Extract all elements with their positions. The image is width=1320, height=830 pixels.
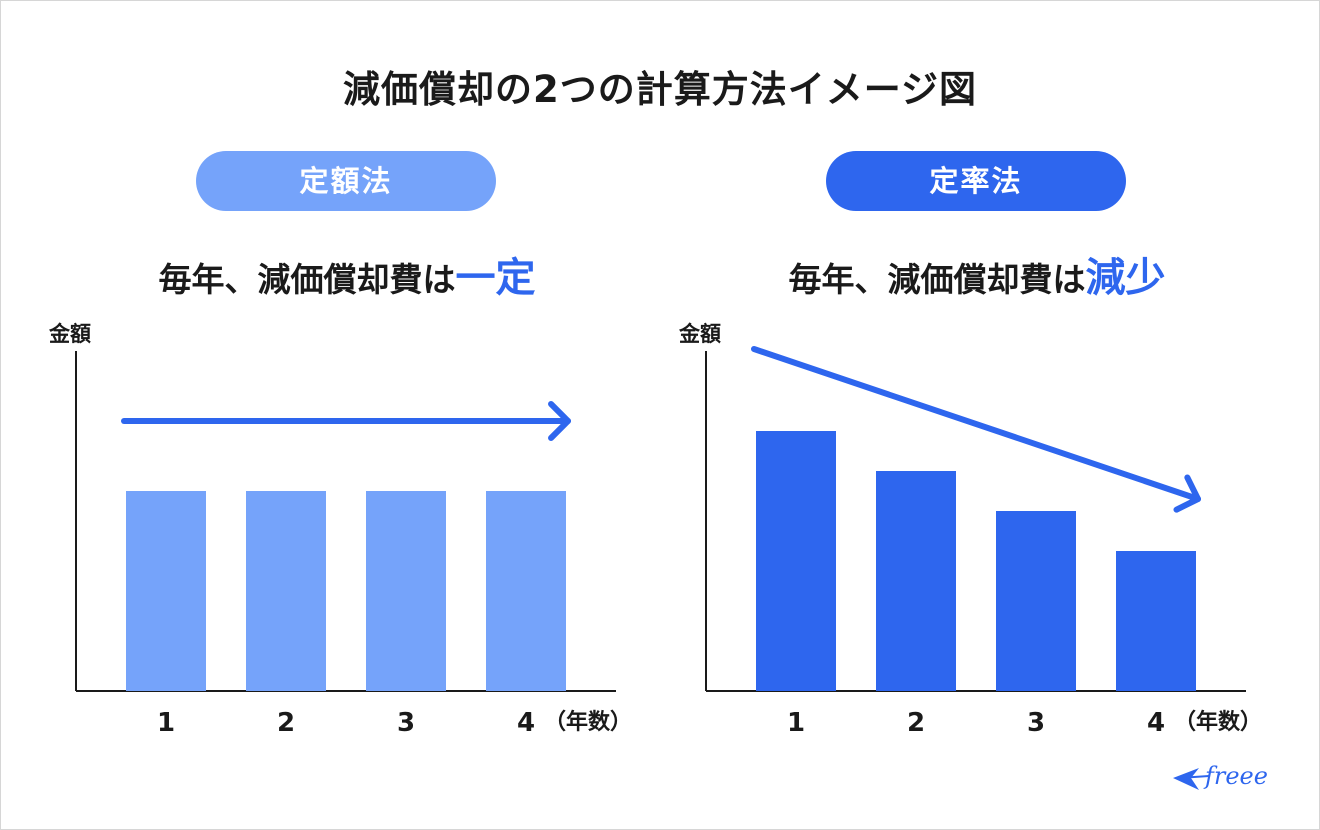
bar: [996, 511, 1076, 691]
y-axis-label: 金額: [679, 322, 721, 346]
x-tick-label: 4: [1147, 708, 1165, 738]
subtitle-highlight: 減少: [1085, 255, 1166, 301]
bar: [246, 491, 326, 691]
x-tick-label: 1: [787, 708, 805, 738]
x-tick-label: 2: [907, 708, 925, 738]
x-tick-label: 2: [277, 708, 295, 738]
bar: [366, 491, 446, 691]
trend-arrow-head: [1173, 474, 1201, 513]
bird-icon: [1173, 768, 1210, 790]
x-tick-label: 4: [517, 708, 535, 738]
trend-arrow-head: [548, 401, 571, 441]
trend-arrow-line: [751, 346, 1201, 502]
subtitle-declining-balance: 毎年、減価償却費は減少: [697, 245, 1257, 303]
bar: [756, 431, 836, 691]
page-title: 減価償却の2つの計算方法イメージ図: [342, 68, 977, 111]
x-axis-label: （年数）: [544, 709, 632, 735]
bar: [486, 491, 566, 691]
subtitle-highlight: 一定: [455, 255, 536, 301]
logo-text: freee: [1203, 762, 1268, 790]
subtitle-text: 毎年、減価償却費は: [788, 260, 1086, 299]
x-tick-label: 3: [1027, 708, 1045, 738]
x-tick-label: 3: [397, 708, 415, 738]
method-badge-declining-balance: 定率法: [826, 151, 1126, 211]
bar: [876, 471, 956, 691]
y-axis-label: 金額: [49, 322, 91, 346]
freee-logo: freee: [1173, 762, 1268, 790]
method-badge-straight-line: 定額法: [196, 151, 496, 211]
x-axis-label: （年数）: [1174, 709, 1262, 735]
subtitle-text: 毎年、減価償却費は: [158, 260, 456, 299]
bar: [1116, 551, 1196, 691]
x-tick-label: 1: [157, 708, 175, 738]
subtitle-straight-line: 毎年、減価償却費は一定: [67, 245, 627, 303]
bar: [126, 491, 206, 691]
